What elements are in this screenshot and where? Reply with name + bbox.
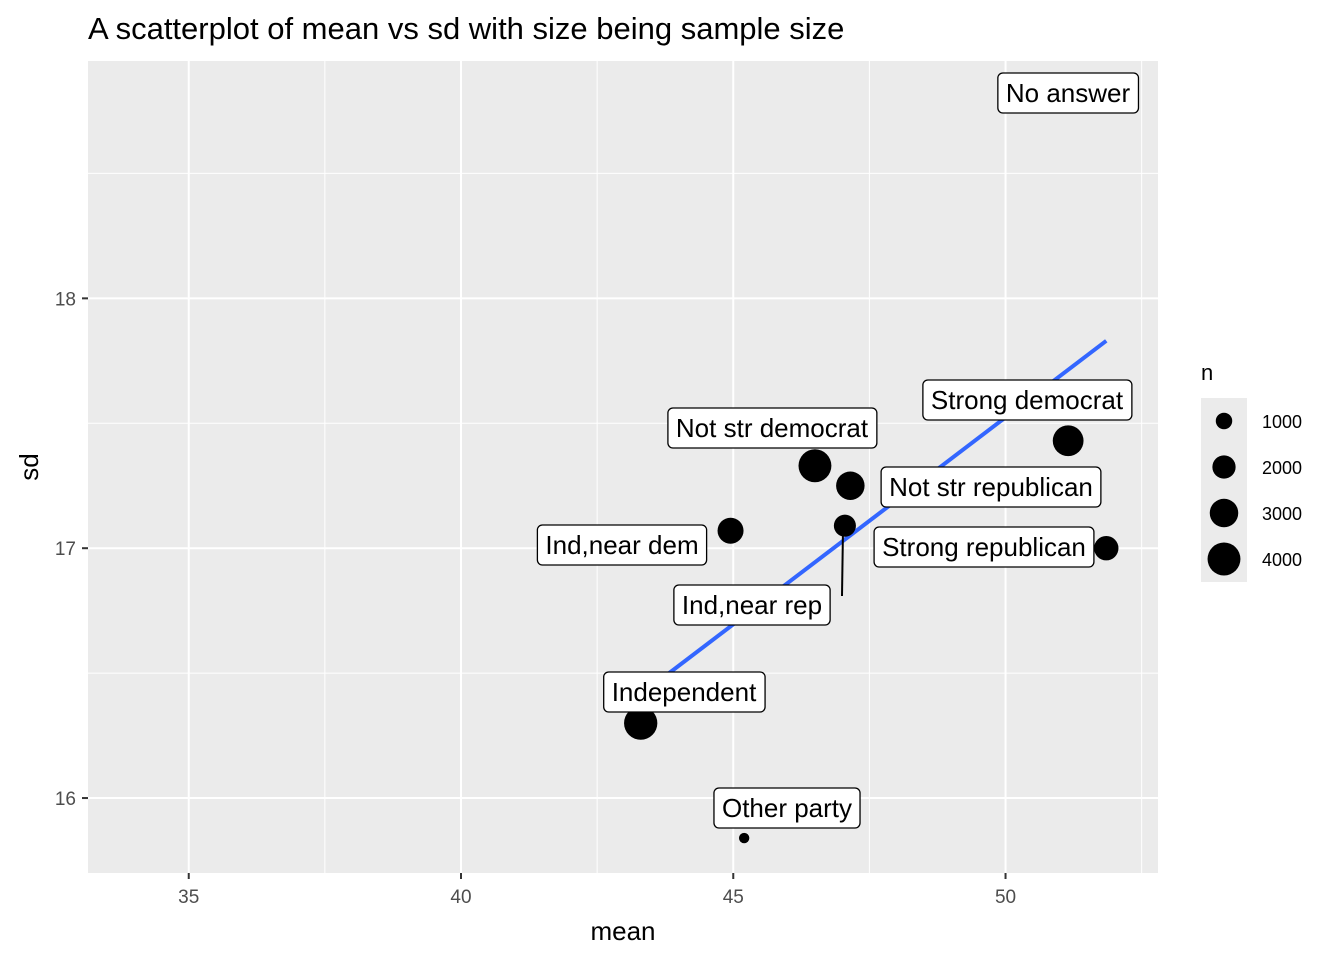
minor-gridlines: [88, 61, 1158, 873]
size-legend: n 1000 2000 3000 4000: [1201, 360, 1302, 582]
y-axis: 16 17 18: [55, 289, 88, 810]
label-leader-line: [841, 535, 844, 597]
x-tick-label: 35: [178, 887, 199, 908]
point-label: Not str democrat: [667, 407, 878, 449]
y-tick-label: 17: [55, 539, 76, 560]
x-tick-label: 50: [995, 887, 1016, 908]
legend-key: [1209, 498, 1239, 528]
data-point: [1111, 45, 1117, 51]
point-label-text: Not str republican: [889, 472, 1093, 502]
data-point: [738, 832, 750, 844]
x-tick-label: 45: [723, 887, 744, 908]
legend-key: [1215, 412, 1233, 430]
point-label: Ind,near rep: [673, 584, 831, 626]
legend-label: 3000: [1262, 504, 1302, 524]
legend-title: n: [1201, 360, 1213, 385]
legend-key: [1207, 542, 1241, 576]
data-point: [1094, 536, 1119, 561]
point-label: No answer: [997, 72, 1140, 114]
legend-label: 1000: [1262, 412, 1302, 432]
data-point: [833, 514, 856, 537]
data-point: [717, 517, 744, 544]
chart-title: A scatterplot of mean vs sd with size be…: [88, 11, 844, 46]
x-tick-label: 40: [450, 887, 471, 908]
point-label-text: Ind,near rep: [682, 590, 822, 620]
point-label-text: Strong democrat: [931, 385, 1124, 415]
point-label-text: Independent: [612, 677, 757, 707]
point-label-text: No answer: [1006, 78, 1131, 108]
data-point: [798, 449, 832, 483]
x-axis-title: mean: [590, 916, 655, 946]
data-point: [1052, 425, 1084, 457]
point-label-text: Other party: [722, 793, 852, 823]
x-axis: 35 40 45 50: [178, 873, 1016, 908]
point-label: Strong democrat: [922, 379, 1133, 421]
point-label: Not str republican: [880, 466, 1102, 508]
legend-key: [1212, 455, 1236, 479]
point-label: Strong republican: [873, 526, 1095, 568]
point-label-text: Strong republican: [882, 532, 1086, 562]
y-axis-title: sd: [14, 453, 44, 480]
y-tick-label: 16: [55, 789, 76, 810]
point-label-text: Not str democrat: [676, 413, 869, 443]
point-labels: No answer Strong democrat Not str democrat…: [536, 72, 1140, 829]
point-label: Independent: [603, 671, 766, 713]
data-points: [624, 45, 1119, 844]
data-point: [624, 706, 658, 740]
y-tick-label: 18: [55, 289, 76, 310]
point-label: Ind,near dem: [536, 524, 708, 566]
point-label-text: Ind,near dem: [545, 530, 698, 560]
data-point: [836, 471, 865, 500]
legend-label: 2000: [1262, 458, 1302, 478]
legend-label: 4000: [1262, 550, 1302, 570]
point-label: Other party: [713, 787, 861, 829]
